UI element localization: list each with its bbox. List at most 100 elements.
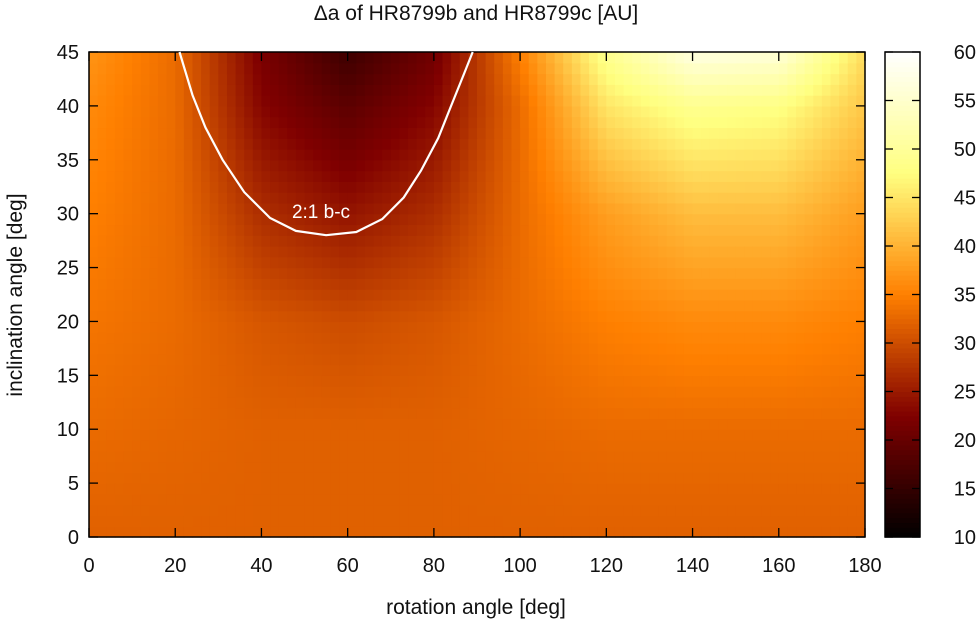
heatmap-cell [278,235,288,247]
heatmap-cell [709,192,720,204]
heatmap-cell [364,278,375,290]
heatmap-cell [821,483,832,495]
heatmap-cell [175,224,185,236]
colorbar-segment [885,318,920,325]
heatmap-cell [485,526,495,538]
heatmap-cell [701,429,711,441]
heatmap-cell [856,170,866,182]
heatmap-cell [192,321,202,333]
heatmap-cell [295,332,306,344]
heatmap-cell [597,181,607,193]
colorbar-segment [885,275,920,281]
colorbar-segment [885,250,920,257]
heatmap-cell [175,364,185,376]
heatmap-cell [520,472,530,484]
heatmap-cell [433,278,444,290]
heatmap-cell [123,127,133,139]
colorbar-segment [885,420,920,427]
heatmap-cell [442,202,452,215]
heatmap-cell [511,235,521,247]
heatmap-cell [735,310,745,323]
heatmap-cell [727,407,737,420]
heatmap-cell [399,440,409,452]
heatmap-cell [132,343,142,355]
heatmap-cell [632,407,642,420]
heatmap-cell [89,450,99,463]
heatmap-cell [494,278,504,290]
heatmap-cell [804,159,814,172]
heatmap-cell [589,224,599,236]
heatmap-cell [589,267,599,279]
heatmap-cell [132,170,142,182]
colorbar-segment [885,100,920,106]
heatmap-cell [321,472,332,484]
heatmap-cell [744,396,754,409]
heatmap-cell [123,213,133,226]
heatmap-cell [666,493,676,506]
heatmap-cell [537,429,547,441]
heatmap-cell [416,332,426,344]
heatmap-cell [356,138,366,150]
heatmap-cell [209,386,219,398]
heatmap-cell [563,52,573,64]
heatmap-cell [675,192,685,204]
heatmap-cell [761,138,771,150]
heatmap-cell [425,526,435,538]
heatmap-cell [528,289,538,301]
heatmap-cell [580,235,590,247]
heatmap-cell [528,181,538,193]
heatmap-cell [520,116,530,129]
colorbar-segment [885,124,920,131]
heatmap-cell [477,343,487,355]
heatmap-cell [761,526,771,538]
heatmap-cell [209,493,219,506]
heatmap-cell [770,429,780,441]
heatmap-cell [149,526,159,538]
heatmap-cell [701,526,711,538]
heatmap-cell [666,515,676,527]
heatmap-cell [709,73,720,85]
colorbar-segment [885,158,920,165]
heatmap-cell [183,256,194,269]
heatmap-cell [761,289,771,301]
heatmap-cell [675,159,685,172]
heatmap-cell [735,149,745,161]
heatmap-cell [390,310,400,323]
heatmap-cell [140,62,150,75]
heatmap-cell [123,105,133,118]
heatmap-cell [752,138,763,150]
heatmap-cell [183,299,194,312]
heatmap-cell [761,235,771,247]
heatmap-cell [511,321,521,333]
heatmap-cell [856,278,866,290]
heatmap-cell [761,472,771,484]
colorbar-segment [885,255,920,262]
heatmap-cell [718,493,728,506]
heatmap-cell [140,364,150,376]
heatmap-cell [494,289,504,301]
heatmap-cell [839,299,849,312]
heatmap-cell [201,461,211,473]
heatmap-cell [735,95,745,107]
heatmap-cell [157,310,168,323]
heatmap-cell [727,493,737,506]
heatmap-cell [787,364,797,376]
heatmap-cell [580,181,590,193]
heatmap-cell [675,343,685,355]
heatmap-cell [442,472,452,484]
heatmap-cell [520,343,530,355]
heatmap-cell [614,138,625,150]
heatmap-cell [244,278,254,290]
heatmap-cell [304,256,314,269]
heatmap-cell [709,159,720,172]
heatmap-cell [701,138,711,150]
heatmap-cell [847,299,857,312]
heatmap-cell [778,149,788,161]
colorbar-tick-label: 50 [954,139,976,161]
heatmap-cell [735,364,745,376]
heatmap-cell [114,461,125,473]
heatmap-cell [528,386,538,398]
heatmap-cell [416,526,426,538]
heatmap-cell [821,396,832,409]
colorbar-segment [885,343,920,349]
